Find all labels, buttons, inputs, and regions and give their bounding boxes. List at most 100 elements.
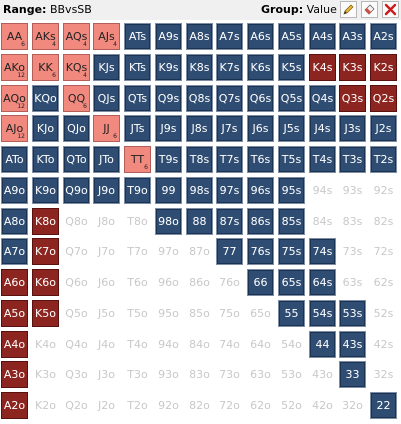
hand-cell-93s[interactable]: 93s — [339, 177, 366, 204]
hand-cell-73o[interactable]: 73o — [216, 361, 243, 388]
hand-cell-53s[interactable]: 53s — [339, 300, 366, 327]
hand-cell-J5s[interactable]: J5s — [278, 115, 305, 142]
hand-cell-KJo[interactable]: KJo — [32, 115, 59, 142]
hand-cell-T5o[interactable]: T5o — [124, 300, 151, 327]
hand-cell-A9s[interactable]: A9s — [155, 23, 182, 50]
hand-cell-AKo[interactable]: AKo 12 — [1, 54, 28, 81]
hand-cell-Q7s[interactable]: Q7s — [216, 85, 243, 112]
hand-cell-42s[interactable]: 42s — [370, 331, 397, 358]
hand-cell-54s[interactable]: 54s — [309, 300, 336, 327]
hand-cell-77[interactable]: 77 — [216, 238, 243, 265]
hand-cell-T7o[interactable]: T7o — [124, 238, 151, 265]
hand-cell-86s[interactable]: 86s — [247, 208, 274, 235]
hand-cell-JJ[interactable]: JJ 6 — [93, 115, 120, 142]
hand-cell-KQo[interactable]: KQo — [32, 85, 59, 112]
hand-cell-84o[interactable]: 84o — [186, 331, 213, 358]
hand-cell-T7s[interactable]: T7s — [216, 146, 243, 173]
hand-cell-Q3o[interactable]: Q3o — [63, 361, 90, 388]
hand-cell-85o[interactable]: 85o — [186, 300, 213, 327]
hand-cell-J4s[interactable]: J4s — [309, 115, 336, 142]
hand-cell-T9o[interactable]: T9o — [124, 177, 151, 204]
hand-cell-AQo[interactable]: AQo 12 — [1, 85, 28, 112]
hand-cell-J8s[interactable]: J8s — [186, 115, 213, 142]
hand-cell-72o[interactable]: 72o — [216, 392, 243, 419]
hand-cell-J6o[interactable]: J6o — [93, 269, 120, 296]
hand-cell-32o[interactable]: 32o — [339, 392, 366, 419]
hand-cell-53o[interactable]: 53o — [278, 361, 305, 388]
hand-cell-K8s[interactable]: K8s — [186, 54, 213, 81]
hand-cell-ATs[interactable]: ATs — [124, 23, 151, 50]
close-button[interactable] — [382, 1, 399, 18]
hand-cell-32s[interactable]: 32s — [370, 361, 397, 388]
hand-cell-T2s[interactable]: T2s — [370, 146, 397, 173]
hand-cell-T6o[interactable]: T6o — [124, 269, 151, 296]
hand-cell-QJs[interactable]: QJs — [93, 85, 120, 112]
hand-cell-74s[interactable]: 74s — [309, 238, 336, 265]
hand-cell-A6o[interactable]: A6o — [1, 269, 28, 296]
hand-cell-Q4o[interactable]: Q4o — [63, 331, 90, 358]
hand-cell-65o[interactable]: 65o — [247, 300, 274, 327]
hand-cell-A7s[interactable]: A7s — [216, 23, 243, 50]
hand-cell-99[interactable]: 99 — [155, 177, 182, 204]
hand-cell-A5s[interactable]: A5s — [278, 23, 305, 50]
hand-cell-K4s[interactable]: K4s — [309, 54, 336, 81]
hand-cell-92s[interactable]: 92s — [370, 177, 397, 204]
hand-cell-A8o[interactable]: A8o — [1, 208, 28, 235]
hand-cell-JTs[interactable]: JTs — [124, 115, 151, 142]
hand-cell-T3s[interactable]: T3s — [339, 146, 366, 173]
hand-cell-73s[interactable]: 73s — [339, 238, 366, 265]
hand-cell-J3o[interactable]: J3o — [93, 361, 120, 388]
hand-cell-66[interactable]: 66 — [247, 269, 274, 296]
hand-cell-T2o[interactable]: T2o — [124, 392, 151, 419]
hand-cell-QTs[interactable]: QTs — [124, 85, 151, 112]
hand-cell-TT[interactable]: TT 6 — [124, 146, 151, 173]
hand-cell-KTs[interactable]: KTs — [124, 54, 151, 81]
hand-cell-A6s[interactable]: A6s — [247, 23, 274, 50]
hand-cell-K8o[interactable]: K8o — [32, 208, 59, 235]
hand-cell-A7o[interactable]: A7o — [1, 238, 28, 265]
hand-cell-63s[interactable]: 63s — [339, 269, 366, 296]
hand-cell-AKs[interactable]: AKs 4 — [32, 23, 59, 50]
hand-cell-J6s[interactable]: J6s — [247, 115, 274, 142]
hand-cell-75o[interactable]: 75o — [216, 300, 243, 327]
hand-cell-T8o[interactable]: T8o — [124, 208, 151, 235]
clear-button[interactable] — [361, 1, 378, 18]
hand-cell-87o[interactable]: 87o — [186, 238, 213, 265]
hand-cell-97s[interactable]: 97s — [216, 177, 243, 204]
hand-cell-T5s[interactable]: T5s — [278, 146, 305, 173]
hand-cell-A9o[interactable]: A9o — [1, 177, 28, 204]
hand-cell-43s[interactable]: 43s — [339, 331, 366, 358]
hand-cell-T3o[interactable]: T3o — [124, 361, 151, 388]
hand-cell-62o[interactable]: 62o — [247, 392, 274, 419]
hand-cell-J3s[interactable]: J3s — [339, 115, 366, 142]
hand-cell-Q7o[interactable]: Q7o — [63, 238, 90, 265]
hand-cell-J4o[interactable]: J4o — [93, 331, 120, 358]
hand-cell-94o[interactable]: 94o — [155, 331, 182, 358]
hand-cell-Q9o[interactable]: Q9o — [63, 177, 90, 204]
hand-cell-Q6o[interactable]: Q6o — [63, 269, 90, 296]
hand-cell-97o[interactable]: 97o — [155, 238, 182, 265]
hand-cell-T6s[interactable]: T6s — [247, 146, 274, 173]
hand-cell-K3o[interactable]: K3o — [32, 361, 59, 388]
group-value[interactable]: Value — [306, 3, 337, 16]
hand-cell-Q3s[interactable]: Q3s — [339, 85, 366, 112]
hand-cell-74o[interactable]: 74o — [216, 331, 243, 358]
hand-cell-Q8o[interactable]: Q8o — [63, 208, 90, 235]
hand-cell-76s[interactable]: 76s — [247, 238, 274, 265]
hand-cell-82s[interactable]: 82s — [370, 208, 397, 235]
hand-cell-AJo[interactable]: AJo 12 — [1, 115, 28, 142]
hand-cell-J5o[interactable]: J5o — [93, 300, 120, 327]
hand-cell-A5o[interactable]: A5o — [1, 300, 28, 327]
hand-cell-87s[interactable]: 87s — [216, 208, 243, 235]
hand-cell-98o[interactable]: 98o — [155, 208, 182, 235]
hand-cell-95o[interactable]: 95o — [155, 300, 182, 327]
edit-button[interactable] — [340, 1, 357, 18]
hand-cell-Q5s[interactable]: Q5s — [278, 85, 305, 112]
hand-cell-KJs[interactable]: KJs — [93, 54, 120, 81]
hand-cell-95s[interactable]: 95s — [278, 177, 305, 204]
hand-cell-A3o[interactable]: A3o — [1, 361, 28, 388]
hand-cell-J7o[interactable]: J7o — [93, 238, 120, 265]
hand-cell-96o[interactable]: 96o — [155, 269, 182, 296]
hand-cell-93o[interactable]: 93o — [155, 361, 182, 388]
hand-cell-72s[interactable]: 72s — [370, 238, 397, 265]
